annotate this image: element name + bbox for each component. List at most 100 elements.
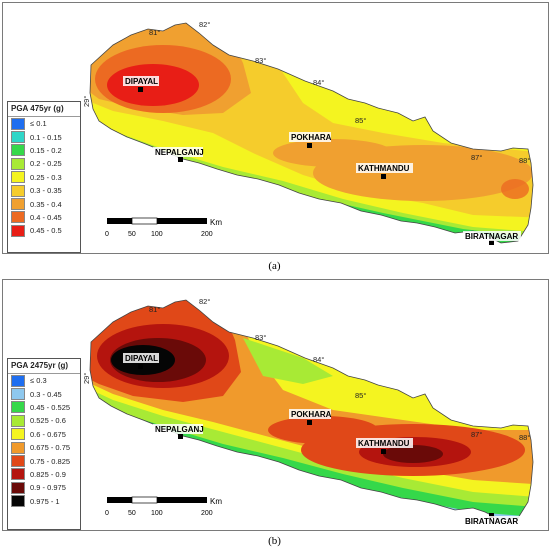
legend-swatch (11, 184, 25, 197)
map-panel-a: 81° 82° 83° 84° 85° 87° 88° 29° DIPAYAL … (2, 2, 549, 254)
legend-label: 0.45 - 0.5 (30, 226, 62, 236)
legend-label: 0.25 - 0.3 (30, 172, 62, 182)
legend-swatch (11, 211, 25, 224)
legend-a: PGA 475yr (g) ≤ 0.1 0.1 - 0.15 0.15 - 0.2 0… (7, 101, 81, 253)
legend-label: 0.2 - 0.25 (30, 159, 62, 169)
legend-label: 0.1 - 0.15 (30, 132, 62, 142)
legend-item: 0.2 - 0.25 (8, 157, 80, 170)
lon-tick-83: 83° (255, 333, 266, 342)
legend-b: PGA 2475yr (g) ≤ 0.3 0.3 - 0.45 0.45 - 0.5… (7, 358, 81, 530)
lon-tick-85: 85° (355, 116, 366, 125)
svg-text:Km: Km (210, 497, 222, 506)
svg-text:200: 200 (201, 510, 213, 517)
legend-rows-b: ≤ 0.3 0.3 - 0.45 0.45 - 0.525 0.525 - 0.6 0.… (8, 374, 80, 508)
svg-text:100: 100 (151, 510, 163, 517)
scale-bar-b: 0 50 100 200 Km (105, 496, 222, 517)
legend-label: 0.15 - 0.2 (30, 145, 62, 155)
legend-swatch (11, 414, 25, 427)
lon-tick-87: 87° (471, 430, 482, 439)
hazard-surface-b (90, 300, 533, 520)
scale-bar-a: 0 50 100 200 Km (105, 217, 222, 238)
legend-swatch (11, 495, 25, 508)
legend-label: ≤ 0.3 (30, 376, 47, 386)
svg-text:0: 0 (105, 510, 109, 517)
lon-tick-83: 83° (255, 56, 266, 65)
lon-tick-82: 82° (199, 297, 210, 306)
lon-tick-88: 88° (519, 156, 530, 165)
city-nepalganj: NEPALGANJ (153, 424, 204, 439)
svg-text:BIRATNAGAR: BIRATNAGAR (465, 232, 518, 241)
svg-text:NEPALGANJ: NEPALGANJ (155, 425, 204, 434)
legend-swatch (11, 171, 25, 184)
svg-text:POKHARA: POKHARA (291, 133, 332, 142)
lat-tick-29: 29° (82, 96, 91, 107)
caption-b: (b) (268, 535, 281, 547)
legend-swatch (11, 468, 25, 481)
legend-label: 0.975 - 1 (30, 496, 60, 506)
city-biratnagar: BIRATNAGAR (463, 513, 521, 526)
legend-swatch (11, 388, 25, 401)
legend-item: 0.1 - 0.15 (8, 130, 80, 144)
city-kathmandu: KATHMANDU (356, 438, 413, 454)
legend-label: 0.3 - 0.45 (30, 389, 62, 399)
lon-tick-81: 81° (149, 28, 160, 37)
legend-label: ≤ 0.1 (30, 119, 47, 129)
legend-swatch (11, 117, 25, 130)
svg-text:50: 50 (128, 510, 136, 517)
legend-item: 0.6 - 0.675 (8, 428, 80, 441)
legend-title: PGA 475yr (g) (8, 102, 80, 117)
legend-swatch (11, 374, 25, 387)
lon-tick-84: 84° (313, 355, 324, 364)
svg-text:KATHMANDU: KATHMANDU (358, 164, 410, 173)
legend-swatch (11, 198, 25, 211)
city-dipayal: DIPAYAL (123, 353, 159, 369)
legend-item: 0.825 - 0.9 (8, 468, 80, 481)
legend-label: 0.4 - 0.45 (30, 212, 62, 222)
legend-rows-a: ≤ 0.1 0.1 - 0.15 0.15 - 0.2 0.2 - 0.25 0.25 … (8, 117, 80, 238)
legend-item: ≤ 0.1 (8, 117, 80, 130)
svg-text:KATHMANDU: KATHMANDU (358, 439, 410, 448)
svg-text:100: 100 (151, 231, 163, 238)
legend-swatch (11, 401, 25, 414)
legend-label: 0.45 - 0.525 (30, 402, 71, 412)
svg-text:0: 0 (105, 231, 109, 238)
lon-tick-81: 81° (149, 305, 160, 314)
legend-label: 0.75 - 0.825 (30, 456, 71, 466)
svg-text:NEPALGANJ: NEPALGANJ (155, 148, 204, 157)
lon-tick-82: 82° (199, 20, 210, 29)
legend-label: 0.6 - 0.675 (30, 429, 66, 439)
legend-swatch (11, 224, 25, 237)
lon-tick-84: 84° (313, 78, 324, 87)
legend-swatch (11, 157, 25, 170)
svg-text:DIPAYAL: DIPAYAL (125, 77, 158, 86)
city-biratnagar: BIRATNAGAR (463, 231, 521, 245)
legend-title: PGA 2475yr (g) (8, 359, 80, 374)
legend-item: 0.45 - 0.525 (8, 401, 80, 414)
city-pokhara: POKHARA (289, 409, 332, 425)
legend-swatch (11, 131, 25, 144)
legend-swatch (11, 441, 25, 454)
legend-item: 0.3 - 0.35 (8, 184, 80, 197)
legend-label: 0.9 - 0.975 (30, 483, 66, 493)
legend-item: 0.35 - 0.4 (8, 197, 80, 211)
legend-item: 0.4 - 0.45 (8, 211, 80, 224)
legend-item: 0.45 - 0.5 (8, 224, 80, 237)
legend-label: 0.825 - 0.9 (30, 469, 66, 479)
caption-a: (a) (268, 260, 281, 272)
legend-label: 0.525 - 0.6 (30, 416, 66, 426)
city-pokhara: POKHARA (289, 132, 332, 148)
svg-text:BIRATNAGAR: BIRATNAGAR (465, 517, 518, 526)
hazard-map-2475yr: 81° 82° 83° 84° 85° 87° 88° 29° DIPAYAL … (82, 297, 534, 526)
hazard-surface-a (90, 23, 533, 243)
legend-label: 0.35 - 0.4 (30, 199, 62, 209)
legend-label: 0.675 - 0.75 (30, 443, 71, 453)
city-kathmandu: KATHMANDU (356, 163, 413, 179)
legend-label: 0.3 - 0.35 (30, 186, 62, 196)
legend-item: 0.675 - 0.75 (8, 441, 80, 454)
svg-text:50: 50 (128, 231, 136, 238)
svg-text:POKHARA: POKHARA (291, 410, 332, 419)
map-panel-b: 81° 82° 83° 84° 85° 87° 88° 29° DIPAYAL … (2, 279, 549, 531)
svg-text:200: 200 (201, 231, 213, 238)
hazard-map-475yr: 81° 82° 83° 84° 85° 87° 88° 29° DIPAYAL … (82, 20, 534, 245)
legend-item: ≤ 0.3 (8, 374, 80, 387)
